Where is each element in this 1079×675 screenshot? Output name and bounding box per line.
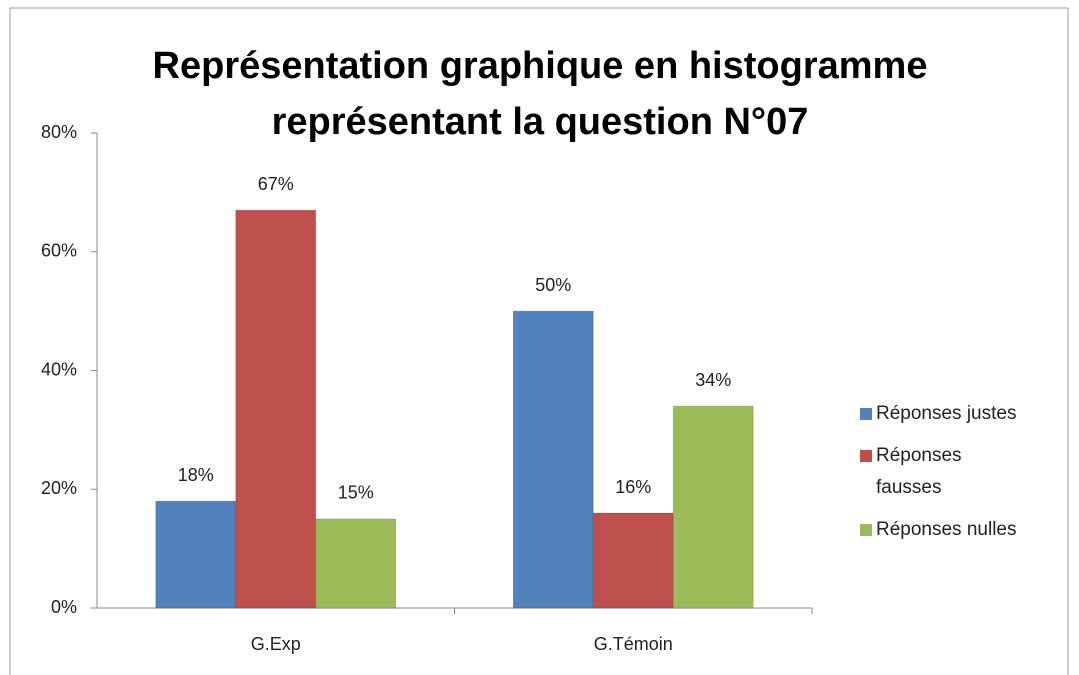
- bar: [592, 512, 674, 609]
- y-tick-label: 60%: [41, 241, 77, 261]
- legend-label: Réponses nulles: [876, 519, 1017, 540]
- bar: [512, 310, 594, 609]
- x-tick-label: G.Témoin: [594, 634, 673, 654]
- data-label: 15%: [338, 483, 374, 503]
- data-label: 50%: [535, 275, 571, 295]
- legend: Réponses justes Réponses fausses Réponses …: [860, 398, 1060, 556]
- legend-item: Réponses justes: [860, 398, 1060, 430]
- data-label: 18%: [178, 465, 214, 485]
- legend-swatch: [860, 524, 872, 536]
- y-tick-label: 20%: [41, 478, 77, 498]
- legend-swatch: [860, 450, 872, 462]
- bar: [672, 405, 754, 609]
- y-tick-label: 80%: [41, 122, 77, 142]
- legend-label: Réponses justes: [876, 403, 1017, 424]
- y-tick-label: 0%: [51, 597, 77, 617]
- legend-item: Réponses nulles: [860, 514, 1060, 546]
- legend-item: Réponses fausses: [860, 440, 1060, 504]
- data-label: 16%: [615, 477, 651, 497]
- legend-swatch: [860, 408, 872, 420]
- x-tick-label: G.Exp: [251, 634, 301, 654]
- chart-title: Représentation graphique en histogramme …: [152, 45, 928, 143]
- bar: [315, 518, 397, 609]
- bar: [155, 500, 237, 609]
- y-tick-label: 40%: [41, 359, 77, 379]
- data-label: 67%: [258, 174, 294, 194]
- data-label: 34%: [695, 370, 731, 390]
- bar: [235, 209, 317, 609]
- legend-label: Réponses fausses: [876, 445, 962, 498]
